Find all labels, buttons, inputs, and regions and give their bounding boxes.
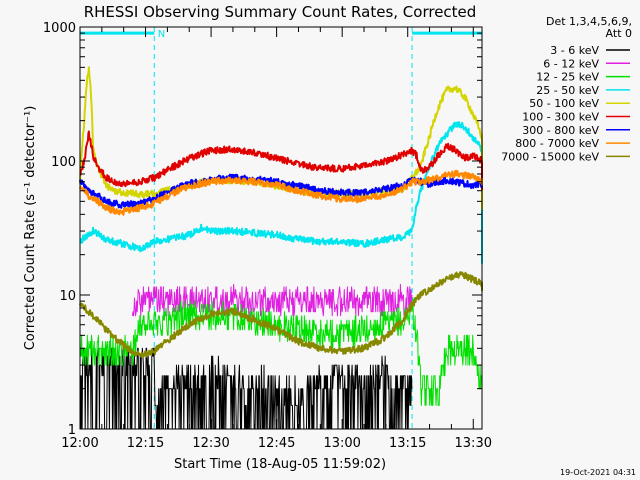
- x-tick-label: 12:15: [127, 436, 164, 451]
- legend-entry-label: 6 - 12 keV: [543, 57, 599, 70]
- y-tick-label: 1: [68, 423, 76, 438]
- series-layer: [79, 66, 483, 430]
- footer-timestamp: 19-Oct-2021 04:31: [560, 468, 636, 477]
- legend-header-line: Att 0: [606, 27, 632, 40]
- x-tick-label: 12:30: [192, 436, 229, 451]
- legend-entry-label: 300 - 800 keV: [522, 124, 599, 137]
- y-tick-label: 1000: [43, 21, 76, 36]
- x-tick-label: 12:00: [61, 436, 98, 451]
- legend-entry-label: 12 - 25 keV: [536, 71, 599, 84]
- x-tick-label: 13:00: [323, 436, 360, 451]
- y-axis-label: Corrected Count Rate (s⁻¹ detector⁻¹): [23, 106, 38, 351]
- legend-header-line: Det 1,3,4,5,6,9,: [546, 15, 632, 28]
- x-tick-label: 13:30: [455, 436, 492, 451]
- legend-entry-label: 100 - 300 keV: [522, 111, 599, 124]
- legend-entry-label: 25 - 50 keV: [536, 84, 599, 97]
- series-line: [79, 130, 483, 190]
- axis-layer: 1 10 100 1000 12:00 12:15 12:30 12:45 13:00 13:15…: [43, 21, 492, 451]
- series-line: [79, 121, 483, 264]
- series-line: [131, 283, 413, 317]
- legend-entry-label: 3 - 6 keV: [550, 44, 599, 57]
- y-tick-label: 10: [59, 289, 76, 304]
- night-label: N: [158, 29, 165, 40]
- y-tick-label: 100: [51, 155, 76, 170]
- x-tick-label: 12:45: [258, 436, 295, 451]
- x-tick-label: 13:15: [389, 436, 426, 451]
- legend-entry-label: 50 - 100 keV: [529, 97, 599, 110]
- series-line: [79, 347, 413, 430]
- plot-frame: [79, 26, 483, 430]
- x-axis-label: Start Time (18-Aug-05 11:59:02): [174, 457, 386, 472]
- series-line: [79, 271, 483, 358]
- series-line: [79, 169, 483, 216]
- legend-entry-label: 7000 - 15000 keV: [501, 150, 599, 163]
- chart-title: RHESSI Observing Summary Count Rates, Co…: [84, 3, 477, 21]
- legend-entry-label: 800 - 7000 keV: [515, 137, 599, 150]
